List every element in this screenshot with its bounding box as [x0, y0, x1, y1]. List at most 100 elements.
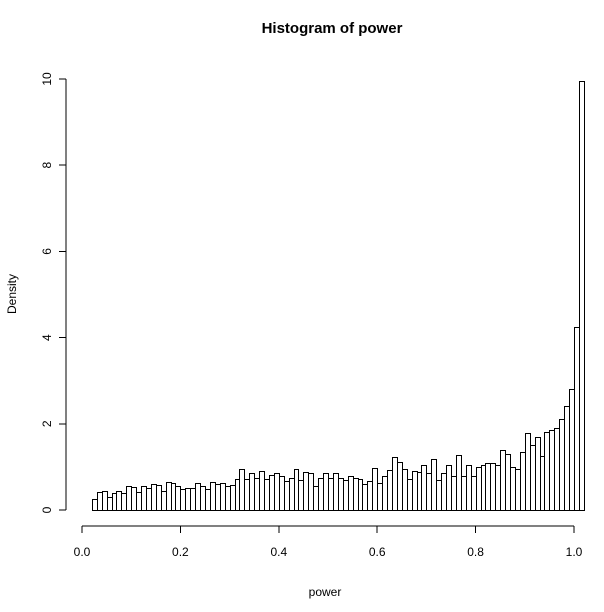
histogram-bar	[98, 493, 103, 511]
histogram-bar	[363, 485, 368, 511]
histogram-bar	[162, 492, 167, 511]
histogram-bar	[270, 476, 275, 511]
y-tick-label: 10	[40, 72, 54, 86]
histogram-bar	[304, 473, 309, 511]
histogram-bar	[265, 480, 270, 511]
histogram-bar	[427, 474, 432, 511]
histogram-bar	[565, 407, 570, 511]
histogram-bar	[240, 470, 245, 511]
y-tick-label: 4	[40, 334, 54, 341]
histogram-bar	[231, 486, 236, 511]
histogram-bar	[186, 489, 191, 511]
histogram-bars	[93, 82, 585, 511]
histogram-bar	[334, 474, 339, 511]
x-axis-label: power	[309, 585, 342, 599]
histogram-bar	[472, 477, 477, 511]
histogram-bar	[354, 479, 359, 511]
histogram-bar	[516, 470, 521, 511]
histogram-bar	[447, 466, 452, 511]
histogram-bar	[206, 490, 211, 511]
histogram-bar	[132, 488, 137, 511]
histogram-bar	[329, 479, 334, 511]
y-axis-label: Density	[5, 274, 19, 314]
histogram-bar	[172, 484, 176, 511]
histogram-bar	[373, 469, 378, 511]
histogram-bar	[521, 453, 526, 511]
histogram-bar	[452, 477, 457, 511]
histogram-bar	[413, 472, 418, 511]
histogram-bar	[422, 466, 427, 511]
histogram-bar	[309, 474, 314, 511]
histogram-bar	[555, 429, 560, 511]
histogram-bar	[299, 481, 304, 511]
histogram-bar	[147, 489, 152, 511]
histogram-bar	[245, 480, 250, 511]
x-tick-label: 0.2	[172, 545, 189, 559]
histogram-bar	[221, 484, 226, 511]
histogram-bar	[393, 458, 398, 511]
histogram-bar	[142, 487, 147, 511]
x-tick-label: 0.0	[74, 545, 91, 559]
histogram-bar	[486, 464, 491, 511]
histogram-bar	[545, 433, 550, 511]
histogram-bar	[541, 457, 545, 511]
histogram-bar	[113, 494, 117, 511]
histogram-bar	[418, 473, 422, 511]
histogram-bar	[531, 446, 536, 511]
histogram-bar	[103, 492, 108, 511]
histogram-bar	[442, 474, 447, 511]
histogram-bar	[344, 481, 349, 511]
histogram-bar	[211, 483, 216, 511]
histogram-bar	[176, 487, 181, 511]
histogram-bar	[290, 479, 295, 511]
histogram-bar	[580, 82, 585, 511]
histogram-bar	[167, 483, 172, 511]
histogram-bar	[437, 481, 442, 511]
histogram-bar	[383, 477, 388, 511]
x-tick-label: 0.4	[270, 545, 287, 559]
histogram-bar	[216, 485, 221, 511]
histogram-bar	[477, 468, 482, 511]
histogram-bar	[181, 490, 186, 511]
histogram-bar	[152, 485, 157, 511]
histogram-bar	[403, 470, 408, 511]
histogram-bar	[359, 480, 363, 511]
y-tick-label: 2	[40, 420, 54, 427]
histogram-bar	[575, 328, 580, 511]
y-axis: 0 2 4 6 8 10	[40, 72, 66, 513]
histogram-bar	[196, 484, 201, 511]
histogram-bar	[324, 474, 329, 511]
histogram-bar	[378, 484, 383, 511]
histogram-bar	[250, 474, 255, 511]
histogram-bar	[275, 474, 280, 511]
histogram-bar	[501, 451, 506, 511]
histogram-bar	[482, 466, 486, 511]
x-tick-label: 0.8	[467, 545, 484, 559]
histogram-bar	[536, 438, 541, 511]
histogram-bar	[255, 479, 260, 511]
histogram-bar	[526, 434, 531, 511]
histogram-bar	[560, 420, 565, 511]
histogram-bar	[491, 464, 496, 511]
y-tick-label: 6	[40, 248, 54, 255]
histogram-bar	[236, 480, 240, 511]
histogram-bar	[339, 479, 344, 511]
histogram-bar	[467, 466, 472, 511]
histogram-bar	[280, 477, 285, 511]
histogram-bar	[108, 498, 113, 511]
histogram-bar	[201, 487, 206, 511]
histogram-bar	[93, 500, 98, 511]
histogram-bar	[398, 463, 403, 511]
x-tick-label: 0.6	[369, 545, 386, 559]
histogram-bar	[457, 456, 462, 511]
histogram-bar	[285, 482, 290, 511]
histogram-bar	[496, 466, 501, 511]
histogram-bar	[137, 493, 142, 511]
histogram-bar	[319, 479, 324, 511]
histogram-bar	[226, 487, 231, 511]
histogram-bar	[295, 470, 299, 511]
histogram-bar	[191, 489, 196, 511]
histogram-bar	[349, 477, 354, 511]
x-tick-label: 1.0	[566, 545, 583, 559]
